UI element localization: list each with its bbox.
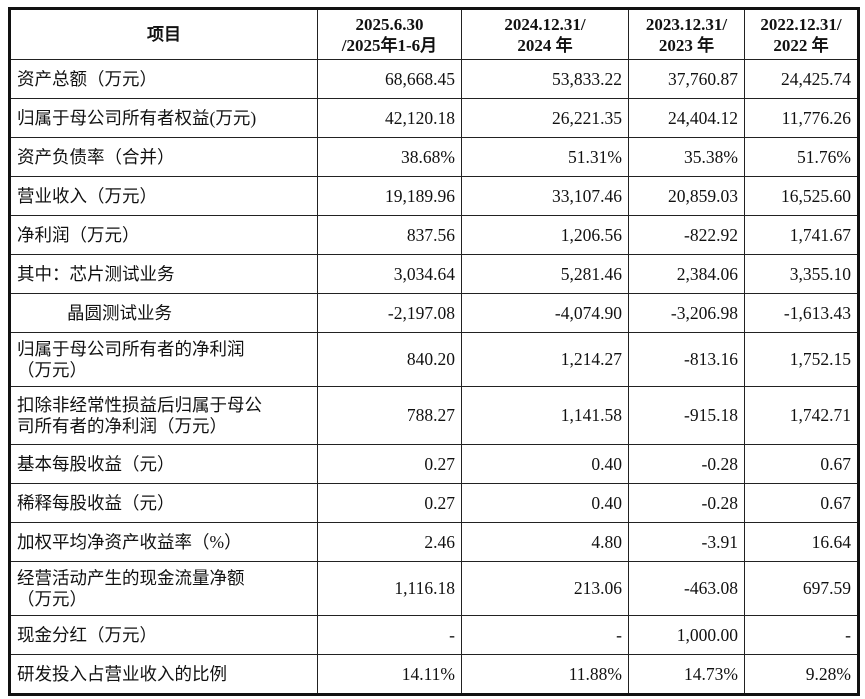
cell-value: 68,668.45 [317,59,462,99]
table-row: 经营活动产生的现金流量净额 （万元） 1,116.18 213.06 -463.08 69… [9,561,859,616]
row-label: 现金分红（万元） [9,615,318,655]
cell-value: 14.73% [628,654,745,695]
table-row: 现金分红（万元） - -1,000.00- [9,615,859,655]
cell-value: 11.88% [461,654,629,695]
cell-value: - [744,615,859,655]
column-header: 项目 [9,8,318,60]
cell-value: 51.76% [744,137,859,177]
table-row: 资产总额（万元） 68,668.45 53,833.22 37,760.87 24,42… [9,59,859,99]
table-row: 其中：芯片测试业务 3,034.64 5,281.46 2,384.06 3,355.1… [9,254,859,294]
row-label: 归属于母公司所有者权益(万元) [9,98,318,138]
cell-value: 840.20 [317,332,462,387]
cell-value: 35.38% [628,137,745,177]
cell-value: 24,425.74 [744,59,859,99]
row-label: 研发投入占营业收入的比例 [9,654,318,695]
cell-value: 16.64 [744,522,859,562]
cell-value: 0.40 [461,483,629,523]
table-row: 研发投入占营业收入的比例 14.11% 11.88% 14.73% 9.28% [9,654,859,695]
row-label: 其中：芯片测试业务 [9,254,318,294]
cell-value: -2,197.08 [317,293,462,333]
cell-value: -915.18 [628,386,745,445]
cell-value: 1,742.71 [744,386,859,445]
cell-value: 1,000.00 [628,615,745,655]
cell-value: - [461,615,629,655]
cell-value: 1,214.27 [461,332,629,387]
cell-value: 1,116.18 [317,561,462,616]
cell-value: -3,206.98 [628,293,745,333]
cell-value: 4.80 [461,522,629,562]
column-header: 2025.6.30/2025年1-6月 [317,8,462,60]
cell-value: 1,752.15 [744,332,859,387]
cell-value: 0.40 [461,444,629,484]
row-label: 经营活动产生的现金流量净额 （万元） [9,561,318,616]
column-header: 2023.12.31/2023 年 [628,8,745,60]
cell-value: 53,833.22 [461,59,629,99]
table-row: 加权平均净资产收益率（%） 2.46 4.80 -3.91 16.64 [9,522,859,562]
cell-value: -813.16 [628,332,745,387]
column-header: 2024.12.31/2024 年 [461,8,629,60]
cell-value: 1,206.56 [461,215,629,255]
cell-value: -0.28 [628,444,745,484]
cell-value: 51.31% [461,137,629,177]
cell-value: -3.91 [628,522,745,562]
row-label: 归属于母公司所有者的净利润 （万元） [9,332,318,387]
cell-value: 20,859.03 [628,176,745,216]
table-row: 归属于母公司所有者的净利润 （万元） 840.20 1,214.27 -813.16 1,… [9,332,859,387]
row-label: 净利润（万元） [9,215,318,255]
row-label: 基本每股收益（元） [9,444,318,484]
cell-value: 0.67 [744,483,859,523]
cell-value: 33,107.46 [461,176,629,216]
cell-value: 11,776.26 [744,98,859,138]
cell-value: 213.06 [461,561,629,616]
row-label: 营业收入（万元） [9,176,318,216]
cell-value: 42,120.18 [317,98,462,138]
cell-value: -822.92 [628,215,745,255]
table-row: 归属于母公司所有者权益(万元) 42,120.18 26,221.35 24,404.… [9,98,859,138]
cell-value: 5,281.46 [461,254,629,294]
row-label: 晶圆测试业务 [9,293,318,333]
cell-value: 0.67 [744,444,859,484]
cell-value: 788.27 [317,386,462,445]
cell-value: -0.28 [628,483,745,523]
cell-value: 14.11% [317,654,462,695]
cell-value: 3,355.10 [744,254,859,294]
row-label: 资产负债率（合并） [9,137,318,177]
row-label: 资产总额（万元） [9,59,318,99]
cell-value: 0.27 [317,483,462,523]
table-row: 资产负债率（合并） 38.68% 51.31% 35.38% 51.76% [9,137,859,177]
table-row: 营业收入（万元） 19,189.96 33,107.46 20,859.03 16,52… [9,176,859,216]
cell-value: 38.68% [317,137,462,177]
header-row: 项目 2025.6.30/2025年1-6月 2024.12.31/2024 年 20… [9,8,859,60]
row-label: 扣除非经常性损益后归属于母公 司所有者的净利润（万元） [9,386,318,445]
table-row: 稀释每股收益（元） 0.27 0.40 -0.28 0.67 [9,483,859,523]
row-label: 加权平均净资产收益率（%） [9,522,318,562]
table-row: 扣除非经常性损益后归属于母公 司所有者的净利润（万元） 788.27 1,141.58… [9,386,859,445]
cell-value: 37,760.87 [628,59,745,99]
cell-value: 837.56 [317,215,462,255]
table-row: 晶圆测试业务 -2,197.08 -4,074.90 -3,206.98 -1,613.… [9,293,859,333]
cell-value: 1,741.67 [744,215,859,255]
cell-value: 26,221.35 [461,98,629,138]
cell-value: 3,034.64 [317,254,462,294]
cell-value: -4,074.90 [461,293,629,333]
cell-value: 9.28% [744,654,859,695]
cell-value: 0.27 [317,444,462,484]
table-row: 净利润（万元） 837.56 1,206.56 -822.92 1,741.67 [9,215,859,255]
cell-value: 697.59 [744,561,859,616]
financial-summary-table: 项目 2025.6.30/2025年1-6月 2024.12.31/2024 年 20… [8,7,860,696]
cell-value: -463.08 [628,561,745,616]
cell-value: 2.46 [317,522,462,562]
cell-value: 2,384.06 [628,254,745,294]
cell-value: 1,141.58 [461,386,629,445]
cell-value: -1,613.43 [744,293,859,333]
cut-off-footnote [0,693,865,699]
cell-value: 24,404.12 [628,98,745,138]
cell-value: - [317,615,462,655]
cell-value: 19,189.96 [317,176,462,216]
cell-value: 16,525.60 [744,176,859,216]
row-label: 稀释每股收益（元） [9,483,318,523]
column-header: 2022.12.31/2022 年 [744,8,859,60]
table-row: 基本每股收益（元） 0.27 0.40 -0.28 0.67 [9,444,859,484]
